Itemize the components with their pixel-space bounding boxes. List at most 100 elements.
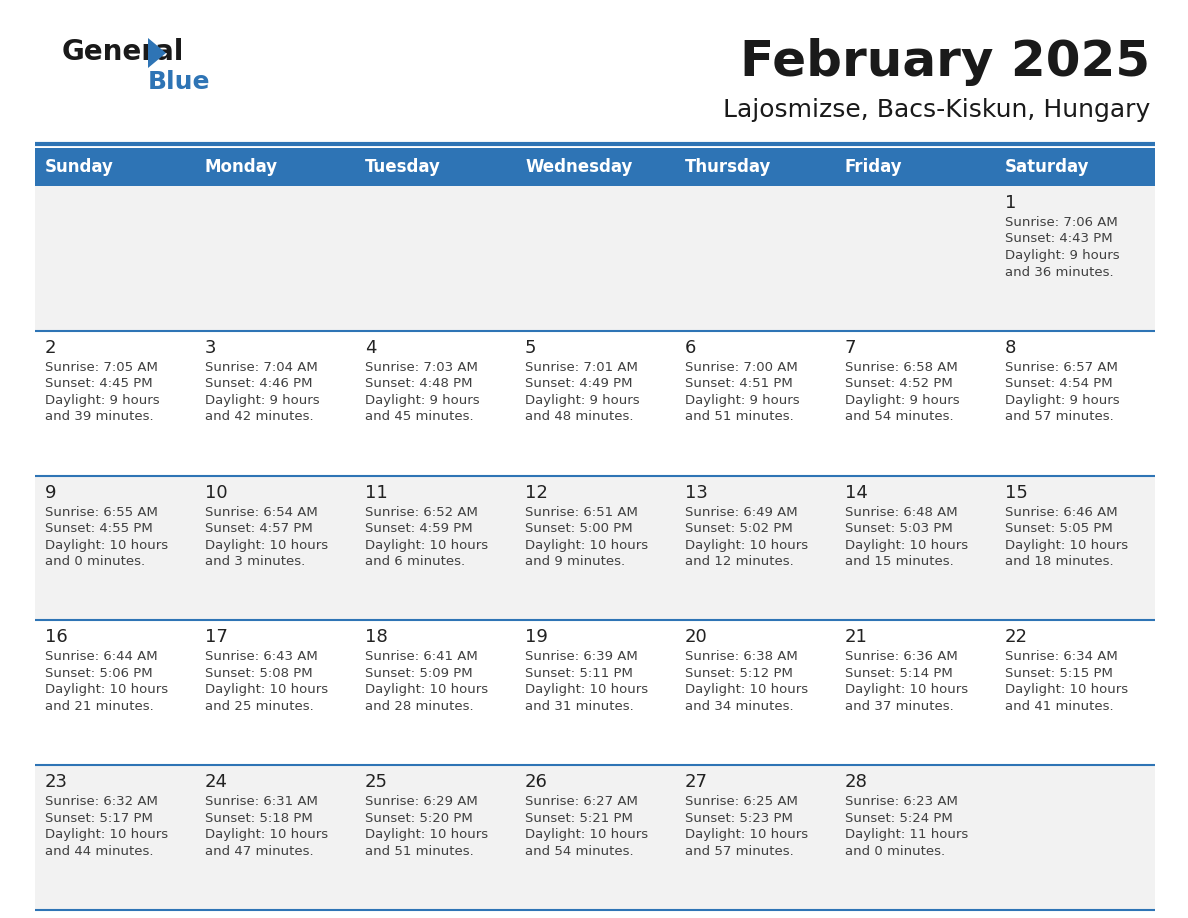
Text: Sunset: 5:02 PM: Sunset: 5:02 PM (685, 522, 792, 535)
Text: 8: 8 (1005, 339, 1017, 357)
Text: Wednesday: Wednesday (525, 158, 632, 176)
Text: 3: 3 (206, 339, 216, 357)
Text: Sunset: 5:03 PM: Sunset: 5:03 PM (845, 522, 953, 535)
Text: Sunset: 5:14 PM: Sunset: 5:14 PM (845, 666, 953, 680)
Text: Sunset: 5:21 PM: Sunset: 5:21 PM (525, 812, 633, 824)
Text: and 25 minutes.: and 25 minutes. (206, 700, 314, 713)
Text: Daylight: 9 hours: Daylight: 9 hours (685, 394, 800, 407)
Text: and 12 minutes.: and 12 minutes. (685, 555, 794, 568)
Text: Lajosmizse, Bacs-Kiskun, Hungary: Lajosmizse, Bacs-Kiskun, Hungary (722, 98, 1150, 122)
Text: Sunrise: 7:06 AM: Sunrise: 7:06 AM (1005, 216, 1118, 229)
Text: Daylight: 9 hours: Daylight: 9 hours (45, 394, 159, 407)
Text: 10: 10 (206, 484, 228, 501)
Text: and 36 minutes.: and 36 minutes. (1005, 265, 1113, 278)
Bar (34, 148, 195, 186)
Text: 16: 16 (45, 629, 68, 646)
Text: Sunset: 4:54 PM: Sunset: 4:54 PM (1005, 377, 1113, 390)
Text: Daylight: 10 hours: Daylight: 10 hours (365, 539, 488, 552)
Text: Daylight: 10 hours: Daylight: 10 hours (206, 683, 328, 697)
Text: Sunrise: 6:55 AM: Sunrise: 6:55 AM (45, 506, 158, 519)
Text: and 45 minutes.: and 45 minutes. (365, 410, 474, 423)
Text: Sunrise: 7:04 AM: Sunrise: 7:04 AM (206, 361, 317, 374)
Text: Sunrise: 7:05 AM: Sunrise: 7:05 AM (45, 361, 158, 374)
Text: 28: 28 (845, 773, 868, 791)
Text: 5: 5 (525, 339, 537, 357)
Text: Sunset: 4:57 PM: Sunset: 4:57 PM (206, 522, 312, 535)
Text: Sunrise: 6:39 AM: Sunrise: 6:39 AM (525, 650, 638, 664)
Text: Daylight: 11 hours: Daylight: 11 hours (845, 828, 968, 841)
Text: Sunset: 5:11 PM: Sunset: 5:11 PM (525, 666, 633, 680)
Text: and 3 minutes.: and 3 minutes. (206, 555, 305, 568)
Text: General: General (62, 38, 184, 66)
Text: Saturday: Saturday (1005, 158, 1089, 176)
Text: and 39 minutes.: and 39 minutes. (45, 410, 153, 423)
Text: Daylight: 10 hours: Daylight: 10 hours (525, 683, 649, 697)
Text: Sunrise: 6:41 AM: Sunrise: 6:41 AM (365, 650, 478, 664)
Text: Daylight: 9 hours: Daylight: 9 hours (206, 394, 320, 407)
Text: Daylight: 10 hours: Daylight: 10 hours (365, 683, 488, 697)
Text: Sunset: 5:23 PM: Sunset: 5:23 PM (685, 812, 792, 824)
Text: Sunset: 5:08 PM: Sunset: 5:08 PM (206, 666, 312, 680)
Text: Daylight: 10 hours: Daylight: 10 hours (365, 828, 488, 841)
Text: and 41 minutes.: and 41 minutes. (1005, 700, 1113, 713)
Bar (835, 148, 996, 186)
Text: Friday: Friday (845, 158, 903, 176)
Text: Daylight: 10 hours: Daylight: 10 hours (45, 539, 169, 552)
Bar (195, 148, 355, 186)
Text: and 42 minutes.: and 42 minutes. (206, 410, 314, 423)
Text: 14: 14 (845, 484, 868, 501)
Text: 11: 11 (365, 484, 387, 501)
Text: Sunset: 4:55 PM: Sunset: 4:55 PM (45, 522, 153, 535)
Text: Sunset: 5:06 PM: Sunset: 5:06 PM (45, 666, 152, 680)
Text: and 28 minutes.: and 28 minutes. (365, 700, 474, 713)
Text: Daylight: 10 hours: Daylight: 10 hours (845, 539, 968, 552)
Bar (516, 148, 675, 186)
Text: Sunrise: 6:32 AM: Sunrise: 6:32 AM (45, 795, 158, 808)
Text: Sunset: 4:51 PM: Sunset: 4:51 PM (685, 377, 792, 390)
Text: and 18 minutes.: and 18 minutes. (1005, 555, 1113, 568)
Text: Sunrise: 6:27 AM: Sunrise: 6:27 AM (525, 795, 638, 808)
Text: 27: 27 (685, 773, 708, 791)
Text: 1: 1 (1005, 194, 1017, 212)
Text: Daylight: 9 hours: Daylight: 9 hours (845, 394, 960, 407)
Text: Sunday: Sunday (45, 158, 114, 176)
Text: Daylight: 10 hours: Daylight: 10 hours (45, 683, 169, 697)
Text: Sunrise: 6:25 AM: Sunrise: 6:25 AM (685, 795, 798, 808)
Text: Sunset: 5:12 PM: Sunset: 5:12 PM (685, 666, 792, 680)
Text: Daylight: 9 hours: Daylight: 9 hours (365, 394, 480, 407)
Text: Daylight: 10 hours: Daylight: 10 hours (525, 539, 649, 552)
Bar (996, 148, 1155, 186)
Text: Sunrise: 6:52 AM: Sunrise: 6:52 AM (365, 506, 478, 519)
Text: and 44 minutes.: and 44 minutes. (45, 845, 153, 857)
Text: and 57 minutes.: and 57 minutes. (1005, 410, 1114, 423)
Text: Sunrise: 6:48 AM: Sunrise: 6:48 AM (845, 506, 958, 519)
Text: Blue: Blue (148, 70, 210, 94)
Text: 7: 7 (845, 339, 857, 357)
Text: Sunset: 4:46 PM: Sunset: 4:46 PM (206, 377, 312, 390)
Text: Sunrise: 6:44 AM: Sunrise: 6:44 AM (45, 650, 158, 664)
Text: 17: 17 (206, 629, 228, 646)
Text: Sunset: 5:00 PM: Sunset: 5:00 PM (525, 522, 633, 535)
Text: 22: 22 (1005, 629, 1028, 646)
Text: and 31 minutes.: and 31 minutes. (525, 700, 633, 713)
Bar (675, 148, 835, 186)
Text: Sunrise: 6:57 AM: Sunrise: 6:57 AM (1005, 361, 1118, 374)
Text: 9: 9 (45, 484, 57, 501)
Bar (34, 766, 1155, 910)
Text: and 34 minutes.: and 34 minutes. (685, 700, 794, 713)
Text: Daylight: 10 hours: Daylight: 10 hours (845, 683, 968, 697)
Text: and 0 minutes.: and 0 minutes. (845, 845, 946, 857)
Text: Sunset: 5:05 PM: Sunset: 5:05 PM (1005, 522, 1113, 535)
Bar (355, 148, 516, 186)
Bar (34, 186, 1155, 330)
Text: and 57 minutes.: and 57 minutes. (685, 845, 794, 857)
Text: Daylight: 10 hours: Daylight: 10 hours (1005, 683, 1129, 697)
Text: Sunset: 5:20 PM: Sunset: 5:20 PM (365, 812, 473, 824)
Text: 24: 24 (206, 773, 228, 791)
Text: 19: 19 (525, 629, 548, 646)
Text: Sunrise: 6:46 AM: Sunrise: 6:46 AM (1005, 506, 1118, 519)
Text: Daylight: 10 hours: Daylight: 10 hours (685, 539, 808, 552)
Text: Sunset: 4:52 PM: Sunset: 4:52 PM (845, 377, 953, 390)
Text: 13: 13 (685, 484, 708, 501)
Text: Sunrise: 7:01 AM: Sunrise: 7:01 AM (525, 361, 638, 374)
